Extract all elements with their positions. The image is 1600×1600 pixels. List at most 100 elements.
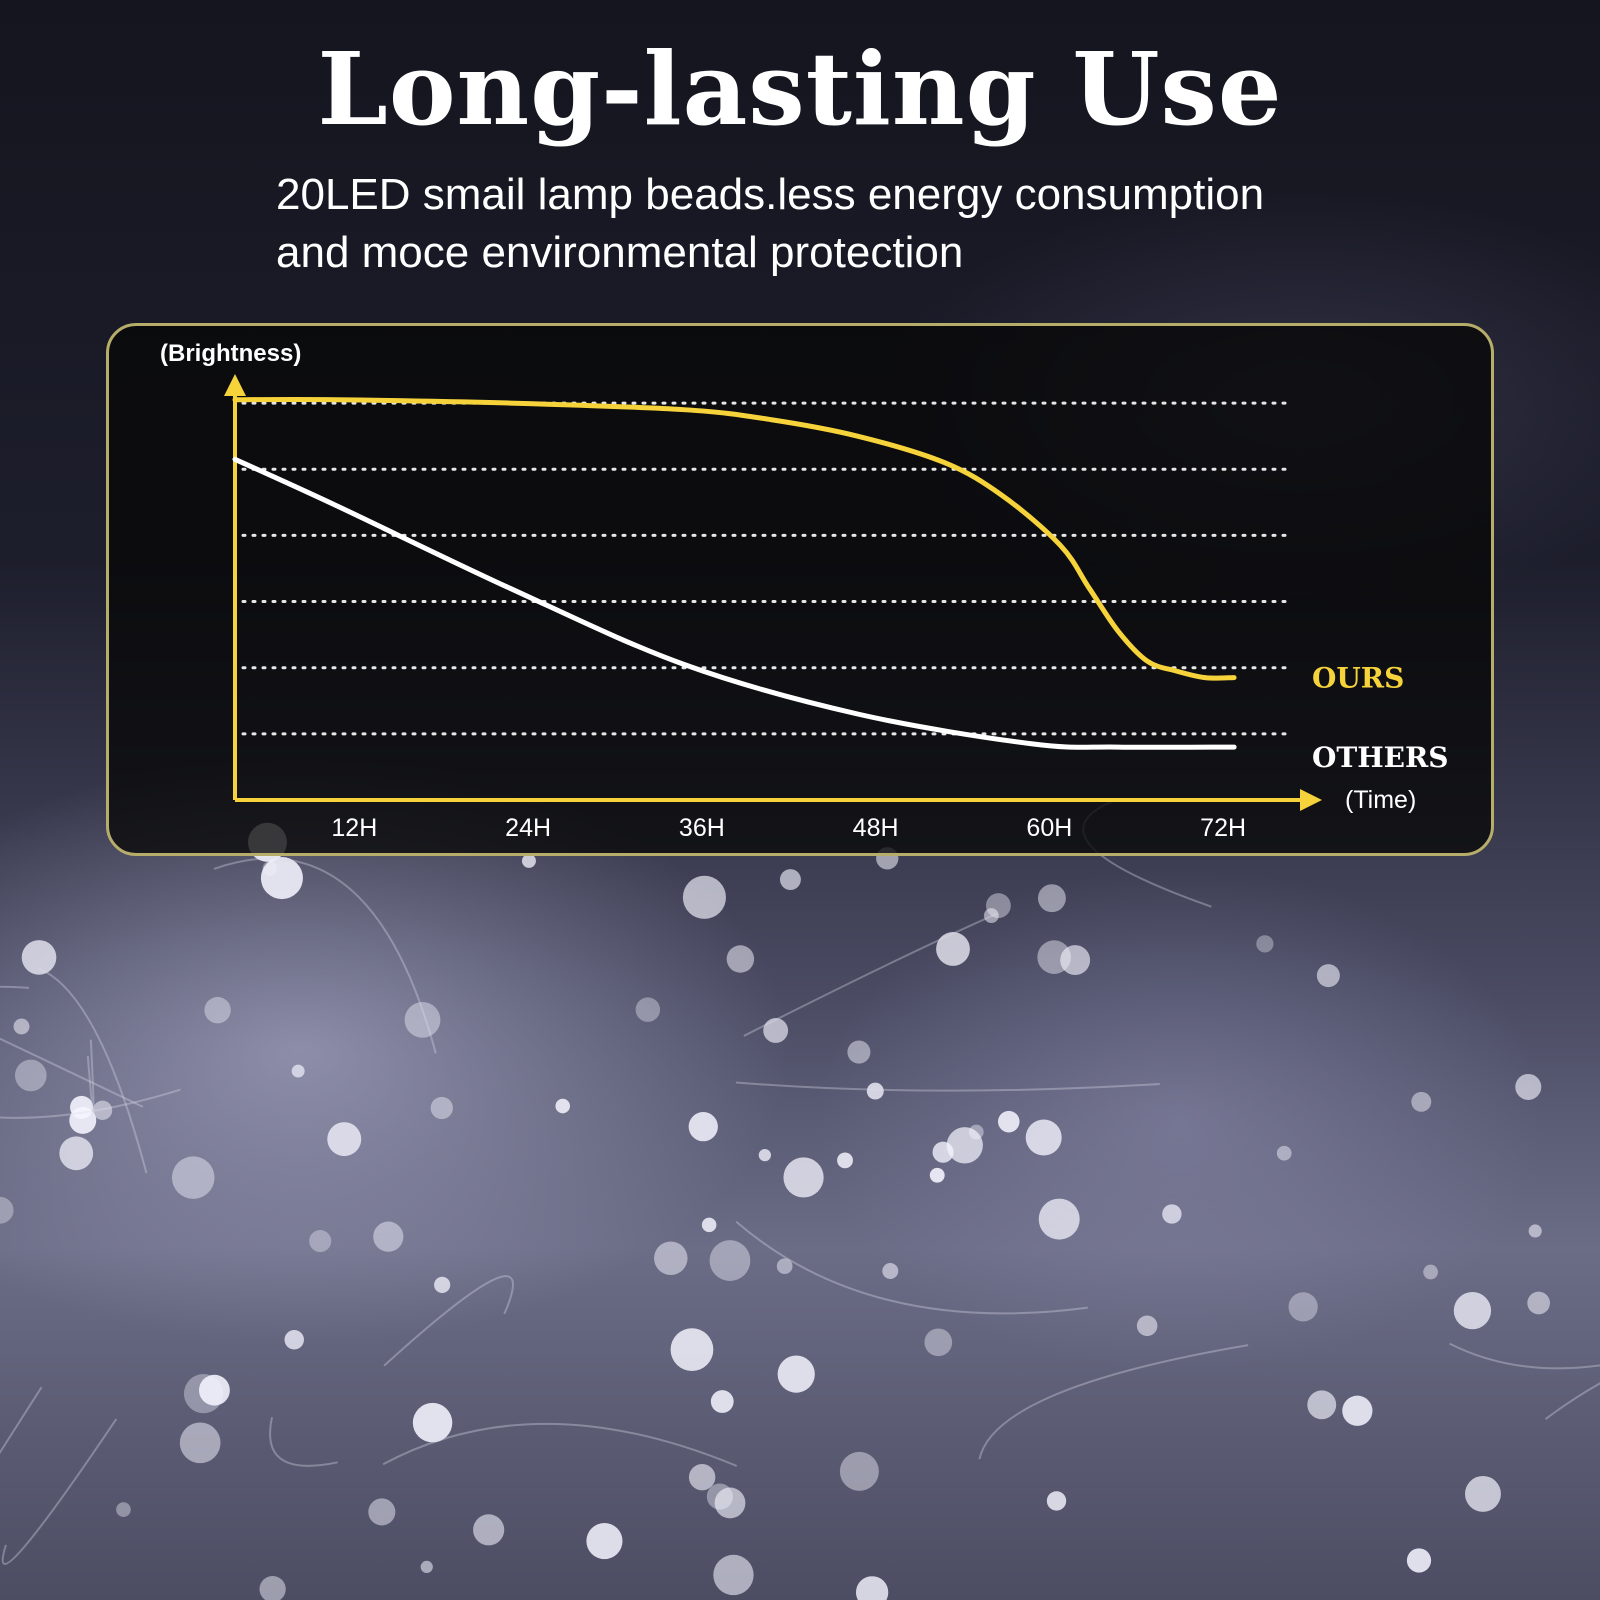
- light-bead: [1515, 1073, 1542, 1100]
- light-bead: [682, 875, 726, 919]
- subtitle-line-2: and moce environmental protection: [276, 228, 964, 277]
- light-bead: [14, 1059, 47, 1092]
- page-title: Long-lasting Use: [317, 30, 1283, 148]
- light-wire: [0, 1387, 43, 1455]
- light-bead: [855, 1576, 889, 1600]
- light-bead: [1423, 1264, 1438, 1280]
- light-bead: [1411, 1091, 1432, 1112]
- light-bead: [1528, 1224, 1542, 1238]
- light-wire: [86, 1039, 95, 1116]
- light-bead: [21, 940, 57, 975]
- x-tick-label: 36H: [679, 814, 725, 842]
- subtitle-line-1: 20LED smail lamp beads.less energy consu…: [276, 170, 1265, 219]
- light-bead: [434, 1276, 451, 1294]
- light-bead: [1046, 1491, 1067, 1511]
- light-bead: [412, 1402, 453, 1443]
- light-bead: [171, 1156, 215, 1199]
- light-bead: [259, 1575, 286, 1600]
- light-bead: [1136, 1315, 1158, 1337]
- light-wire: [735, 1081, 1160, 1092]
- light-bead: [309, 1230, 332, 1253]
- light-bead: [13, 1018, 30, 1035]
- light-wire: [743, 912, 998, 1037]
- light-wire: [735, 1220, 1088, 1315]
- light-wire: [978, 1344, 1249, 1460]
- light-bead: [635, 997, 661, 1022]
- light-wire: [1, 1418, 118, 1565]
- light-bead: [1465, 1475, 1501, 1512]
- light-bead: [779, 869, 801, 891]
- light-bead: [866, 1082, 884, 1100]
- light-bead: [946, 1127, 983, 1164]
- light-bead: [0, 1196, 14, 1224]
- light-bead: [1307, 1390, 1337, 1420]
- light-bead: [710, 1390, 734, 1413]
- light-bead: [713, 1554, 754, 1596]
- light-wire: [0, 1037, 144, 1108]
- light-bead: [882, 1263, 899, 1280]
- light-bead: [1406, 1548, 1432, 1573]
- light-bead: [758, 1149, 771, 1162]
- light-bead: [1527, 1291, 1550, 1315]
- light-bead: [59, 1136, 94, 1171]
- light-bead: [726, 945, 755, 973]
- light-bead: [776, 1258, 793, 1275]
- y-axis-arrow-icon: [224, 374, 246, 396]
- light-bead: [1037, 884, 1066, 913]
- y-axis-label: (Brightness): [160, 340, 301, 367]
- light-bead: [997, 1110, 1020, 1133]
- light-bead: [1453, 1291, 1492, 1330]
- light-bead: [521, 853, 536, 868]
- light-bead: [70, 1095, 94, 1119]
- light-bead: [204, 996, 231, 1024]
- light-bead: [706, 1483, 733, 1510]
- light-bead: [199, 1374, 230, 1406]
- light-bead: [291, 1064, 305, 1078]
- light-bead: [688, 1112, 718, 1142]
- series-label-others: OTHERS: [1312, 741, 1449, 774]
- light-bead: [936, 932, 970, 966]
- light-bead: [924, 1328, 953, 1357]
- light-bead: [929, 1167, 945, 1183]
- light-bead: [783, 1157, 824, 1198]
- light-wire: [1449, 1342, 1600, 1370]
- light-bead: [473, 1514, 505, 1546]
- x-tick-label: 60H: [1026, 814, 1072, 842]
- light-bead: [1288, 1292, 1318, 1322]
- series-label-ours: OURS: [1312, 662, 1404, 695]
- light-bead: [92, 1100, 113, 1120]
- x-axis-arrow-icon: [1300, 789, 1322, 811]
- light-bead: [1316, 964, 1340, 988]
- light-bead: [373, 1221, 404, 1252]
- series-line-ours: [232, 397, 1237, 681]
- series-line-others: [232, 456, 1237, 750]
- light-bead: [430, 1096, 453, 1120]
- light-wire: [382, 1422, 738, 1467]
- light-bead: [654, 1241, 688, 1275]
- light-bead: [688, 1463, 716, 1491]
- light-bead: [709, 1240, 751, 1281]
- light-wire: [383, 1275, 514, 1367]
- light-bead: [839, 1451, 879, 1491]
- light-bead: [260, 857, 303, 900]
- light-bead: [763, 1018, 789, 1043]
- light-bead: [714, 1487, 746, 1519]
- light-bead: [1276, 1145, 1292, 1161]
- light-bead: [116, 1502, 131, 1517]
- light-wire: [38, 967, 148, 1174]
- page-subtitle: 20LED smail lamp beads.less energy consu…: [276, 166, 1476, 282]
- light-wire: [1544, 1382, 1600, 1420]
- x-tick-label: 72H: [1200, 814, 1246, 842]
- light-bead: [1256, 935, 1274, 953]
- light-bead: [1037, 940, 1071, 974]
- light-bead: [368, 1498, 396, 1526]
- light-bead: [404, 1002, 441, 1038]
- light-bead: [586, 1522, 623, 1560]
- light-wire: [0, 1088, 181, 1119]
- light-bead: [670, 1328, 714, 1371]
- light-wire: [213, 857, 437, 1054]
- light-bead: [179, 1422, 221, 1464]
- x-tick-label: 12H: [331, 814, 377, 842]
- light-bead: [847, 1040, 871, 1064]
